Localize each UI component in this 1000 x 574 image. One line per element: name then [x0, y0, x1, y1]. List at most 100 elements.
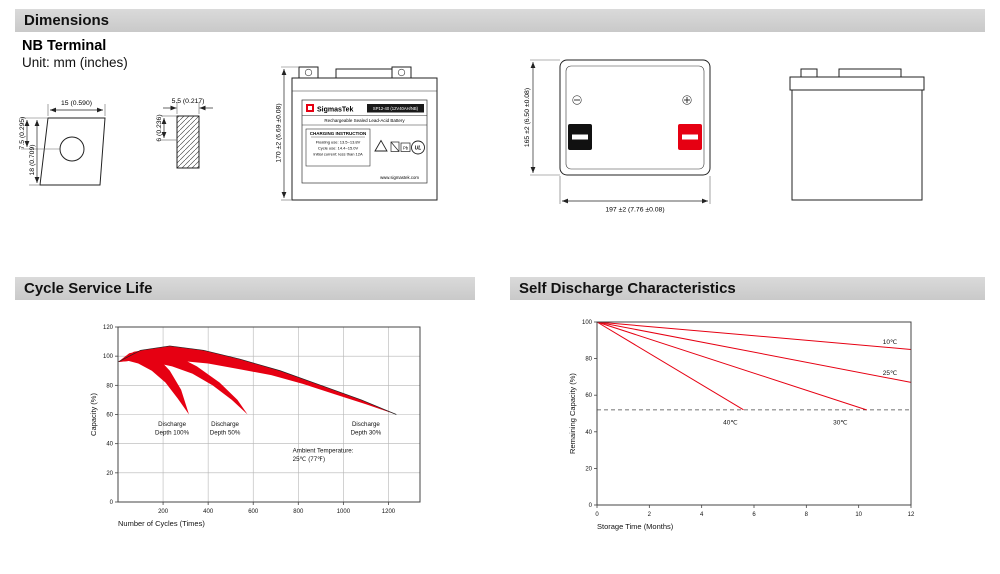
negative-post	[568, 124, 592, 150]
terminal-height-dim: 18 (0.709)	[29, 145, 36, 176]
series-line	[596, 321, 867, 411]
y-tick-label: 100	[582, 320, 593, 326]
y-tick-label: 0	[589, 503, 593, 509]
x-tick-label: 600	[248, 509, 259, 515]
y-tick-label: 80	[106, 383, 113, 389]
y-tick-label: 40	[585, 430, 592, 436]
terminal-type-heading: NB Terminal	[22, 38, 107, 54]
x-tick-label: 8	[805, 512, 809, 518]
chart-annotation: 25℃ (77℉)	[293, 456, 325, 463]
y-tick-label: 20	[585, 466, 592, 472]
series-line	[596, 321, 912, 350]
series-label: 40℃	[723, 419, 738, 426]
x-tick-label: 400	[203, 509, 214, 515]
chart-annotation: Discharge	[158, 421, 186, 428]
ul-label: UL	[415, 146, 422, 152]
chart-annotation: Discharge	[211, 421, 239, 428]
y-tick-label: 80	[585, 357, 592, 363]
terminal-side-outline	[176, 115, 200, 169]
y-tick-label: 120	[103, 325, 114, 331]
positive-symbol-icon	[682, 95, 692, 105]
x-tick-label: 2	[648, 512, 652, 518]
top-view-outline	[559, 59, 711, 176]
self-discharge-title: Self Discharge Characteristics	[519, 280, 736, 297]
plot-frame	[596, 321, 912, 506]
negative-terminal	[298, 66, 319, 79]
x-tick-label: 1200	[382, 509, 396, 515]
ul-icon: UL	[411, 140, 425, 155]
x-tick-label: 6	[752, 512, 756, 518]
website: www.sigmastek.com	[380, 175, 419, 180]
positive-post	[678, 124, 702, 150]
x-tick-label: 4	[700, 512, 704, 518]
terminal-side-detail: 5.5 (0.217) 6 (0.236)	[156, 98, 213, 169]
battery-width-dim: 197 ±2 (7.76 ±0.08)	[605, 207, 664, 214]
side-vent-bump	[838, 68, 902, 78]
charging-instruction-title: CHARGING INSTRUCTION	[310, 131, 367, 136]
x-tick-label: 800	[293, 509, 304, 515]
y-tick-label: 40	[106, 442, 113, 448]
terminal-width-dim: 15 (0.590)	[61, 100, 92, 107]
terminal-upper-height-dim: 7.5 (0.295)	[19, 117, 26, 150]
x-tick-label: 0	[595, 512, 599, 518]
x-axis-label: Number of Cycles (Times)	[118, 519, 205, 528]
battery-top-view: 165 ±2 (6.50 ±0.08) 197 ±2 (7.76 ±0.08)	[524, 59, 711, 214]
self-discharge-chart: 10℃ 25℃ 30℃ 40℃ 0 2 4 6 8 10 12 0 20 40 60 80 100 Storage…	[568, 320, 915, 531]
negative-symbol-icon	[572, 95, 582, 105]
cycle-life-title: Cycle Service Life	[24, 280, 153, 297]
y-tick-label: 0	[110, 500, 114, 506]
side-lid	[789, 76, 925, 91]
section-header-dimensions: Dimensions	[15, 9, 985, 32]
no-trash-icon	[390, 141, 400, 152]
y-tick-label: 60	[585, 393, 592, 399]
section-header-self-discharge: Self Discharge Characteristics	[510, 277, 985, 300]
series-line	[596, 321, 912, 383]
terminal-hole	[59, 136, 85, 162]
x-tick-label: 12	[908, 512, 915, 518]
capacity-band	[118, 345, 397, 415]
charging-line-1: Floating use: 13.5~13.8V	[316, 140, 361, 145]
capacity-band	[118, 350, 189, 415]
chart-annotation: Depth 30%	[351, 430, 382, 437]
band-outline	[117, 345, 397, 415]
terminal-side-width-dim: 5.5 (0.217)	[172, 98, 205, 105]
series-label: 25℃	[883, 370, 898, 377]
battery-label: SigmasTek SP12-40 (12V40AH/NB) Rechargea…	[301, 99, 428, 184]
dimensions-title: Dimensions	[24, 12, 110, 29]
pb-label: Pb	[403, 146, 409, 151]
chart-annotation: Discharge	[352, 421, 380, 428]
battery-front-view: SigmasTek SP12-40 (12V40AH/NB) Rechargea…	[276, 66, 438, 201]
battery-depth-dim: 165 ±2 (6.50 ±0.08)	[524, 88, 531, 147]
side-terminal-bump	[800, 68, 818, 78]
vent-cover	[335, 68, 393, 79]
terminal-side-height-dim: 6 (0.236)	[156, 114, 163, 141]
x-tick-label: 1000	[337, 509, 351, 515]
series-label: 10℃	[883, 339, 898, 346]
dimension-drawings: 15 (0.590) 7.5 (0.295) 18 (0.709) 5.5 (0…	[19, 59, 925, 214]
cycle-service-life-chart: 200 400 600 800 1000 1200 0 20 40 60 80 100 120 Numbe…	[89, 325, 421, 528]
model-number: SP12-40 (12V40AH/NB)	[373, 106, 419, 111]
side-body	[791, 89, 923, 201]
unit-note: Unit: mm (inches)	[22, 55, 128, 70]
pb-icon: Pb	[400, 142, 411, 152]
y-axis-label: Remaining Capacity (%)	[568, 373, 577, 454]
x-tick-label: 10	[855, 512, 862, 518]
y-tick-label: 20	[106, 471, 113, 477]
x-axis-label: Storage Time (Months)	[597, 522, 674, 531]
positive-terminal	[391, 66, 412, 79]
y-tick-label: 60	[106, 413, 113, 419]
recycle-icon	[374, 139, 388, 152]
terminal-front-detail: 15 (0.590) 7.5 (0.295) 18 (0.709)	[19, 100, 106, 186]
battery-side-view	[789, 68, 925, 201]
y-tick-label: 100	[103, 354, 114, 360]
battery-height-dim: 170 ±2 (6.69 ±0.08)	[276, 103, 283, 162]
series-label: 30℃	[833, 419, 848, 426]
brand-name: SigmasTek	[317, 107, 354, 114]
x-tick-label: 200	[158, 509, 169, 515]
y-axis-label: Capacity (%)	[89, 393, 98, 436]
battery-type-line: Rechargeable Sealed Lead-Acid Battery	[324, 118, 405, 123]
series-line	[596, 321, 744, 411]
chart-annotation: Depth 50%	[210, 430, 241, 437]
terminal-outline	[39, 117, 106, 186]
